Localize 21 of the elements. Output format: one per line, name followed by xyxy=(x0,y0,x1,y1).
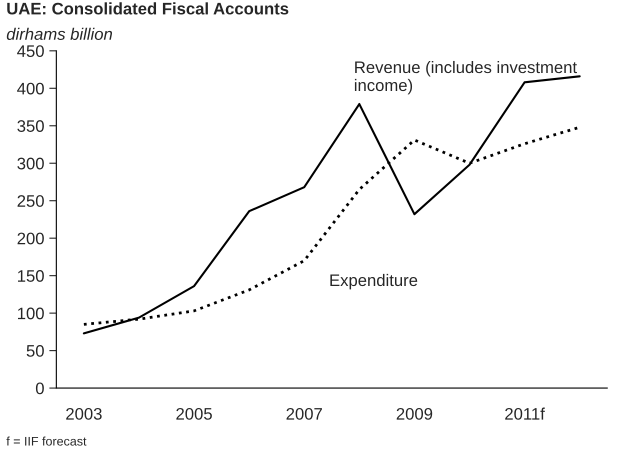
y-tick-label: 450 xyxy=(17,45,44,58)
y-tick-label: 400 xyxy=(17,82,44,94)
y-tick-label: 50 xyxy=(26,345,44,357)
text: f = IIF forecast xyxy=(6,436,86,446)
x-tick-label: 2007 xyxy=(286,408,322,420)
y-tick-label: 0 xyxy=(36,382,44,394)
y-tick-label: 300 xyxy=(17,158,44,170)
y-tick-label: 200 xyxy=(18,232,44,244)
x-tick-label: 2003 xyxy=(66,408,102,420)
series-label: Revenue (includes investment income) xyxy=(354,60,577,94)
y-tick-label: 250 xyxy=(18,195,44,207)
line-series xyxy=(82,75,581,334)
x-tick-label: 2005 xyxy=(176,408,212,420)
y-tick-label: 150 xyxy=(18,270,44,282)
series-label: Expenditure xyxy=(330,274,418,290)
chart-title: UAE: Consolidated Fiscal Accounts xyxy=(7,2,288,15)
y-tick-label: 100 xyxy=(18,308,44,320)
x-tick-label: 2011f xyxy=(505,408,545,420)
x-tick-label: 2009 xyxy=(396,408,432,420)
chart-subtitle: dirhams billion xyxy=(6,28,112,40)
y-tick-label: 350 xyxy=(17,120,44,132)
